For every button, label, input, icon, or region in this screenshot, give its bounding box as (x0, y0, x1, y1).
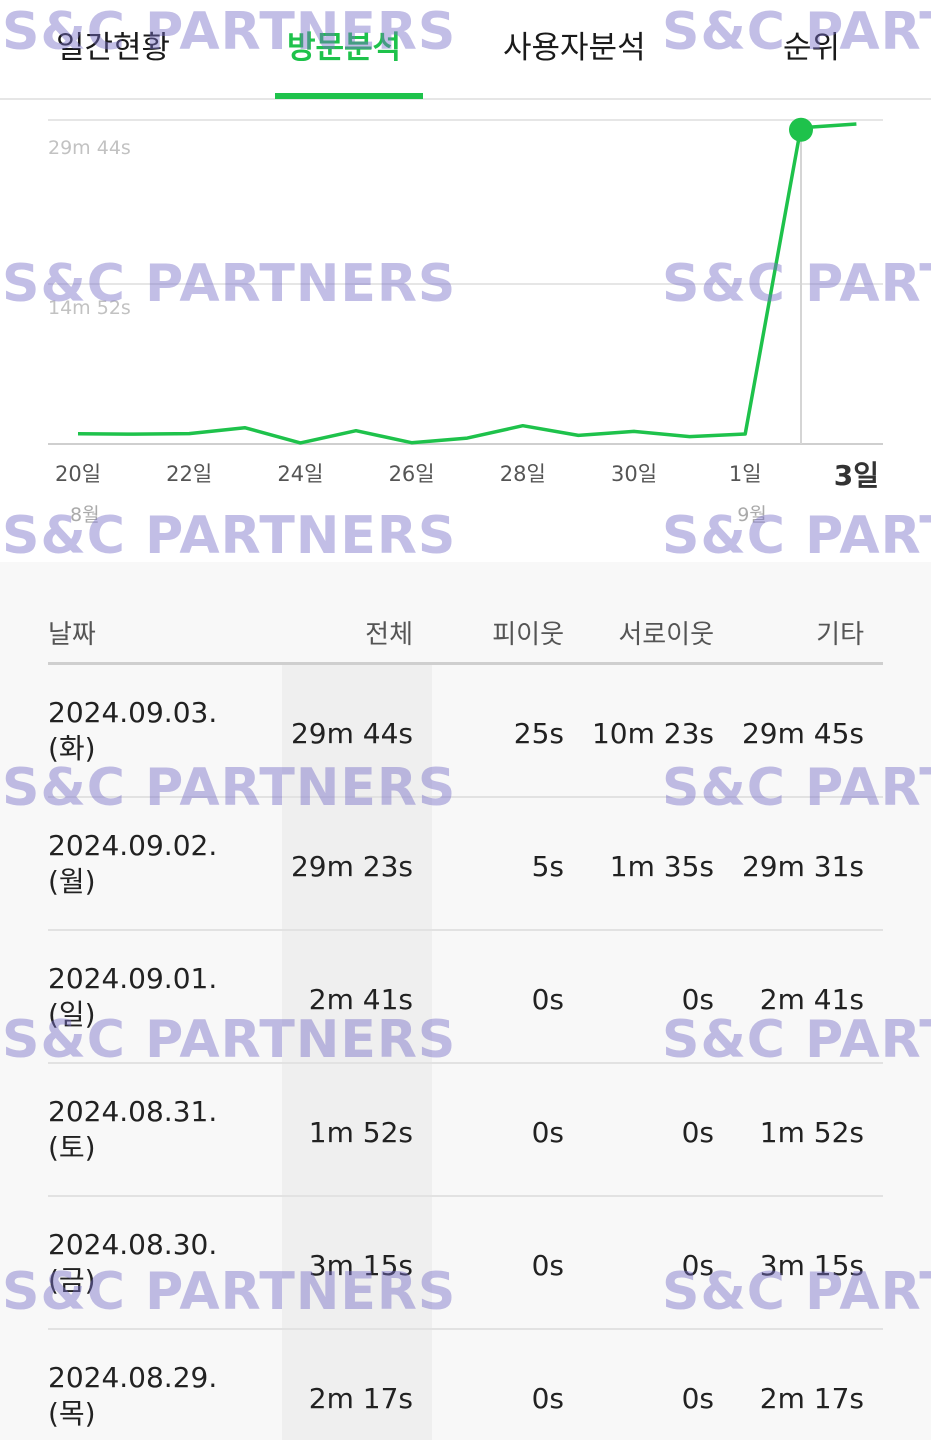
cell-total: 2m 17s (308, 1382, 413, 1415)
cell-total: 1m 52s (308, 1116, 413, 1149)
tab-daily-status[interactable]: 일간현황 (56, 30, 171, 66)
row-divider (48, 1195, 883, 1197)
cell-other: 29m 31s (741, 850, 864, 883)
data-table: 날짜 전체 피이웃 서로이웃 기타 2024.09.03. (화) 29m 44s… (0, 562, 931, 1440)
y-tick-label: 29m 44s (48, 137, 131, 159)
row-divider (48, 796, 883, 798)
cell-mutual: 1m 35s (609, 850, 714, 883)
total-column-highlight (282, 664, 432, 1440)
cell-other: 2m 41s (759, 983, 864, 1016)
table-row: 2024.09.01. (일) 2m 41s 0s 0s 2m 41s (0, 931, 931, 1064)
series-line (77, 122, 857, 445)
month-label: 9월 (737, 504, 767, 526)
tab-ranking[interactable]: 순위 (783, 30, 841, 66)
x-tick-label: 22일 (166, 462, 212, 486)
table-row: 2024.08.31. (토) 1m 52s 0s 0s 1m 52s (0, 1064, 931, 1197)
x-tick-label: 3일 (834, 459, 879, 492)
selected-data-point (789, 117, 813, 142)
row-date: 2024.08.29. (목) (48, 1361, 218, 1430)
tab-visit-analysis[interactable]: 방문분석 (287, 30, 402, 66)
cell-mutual: 0s (681, 983, 714, 1016)
table-row: 2024.08.30. (금) 3m 15s 0s 0s 3m 15s (0, 1197, 931, 1330)
table-row: 2024.08.29. (목) 2m 17s 0s 0s 2m 17s (0, 1330, 931, 1440)
tab-user-analysis[interactable]: 사용자분석 (503, 30, 646, 66)
x-tick-label: 26일 (389, 462, 435, 486)
cell-neighbor: 0s (531, 1382, 564, 1415)
header-divider (48, 662, 883, 665)
cell-mutual: 0s (681, 1116, 714, 1149)
row-date: 2024.08.31. (토) (48, 1095, 218, 1164)
x-tick-label: 20일 (55, 462, 101, 486)
cell-other: 3m 15s (759, 1249, 864, 1282)
cell-neighbor: 0s (531, 1116, 564, 1149)
table-row: 2024.09.02. (월) 29m 23s 5s 1m 35s 29m 31s (0, 798, 931, 931)
tab-bar: 일간현황 방문분석 사용자분석 순위 (0, 0, 931, 100)
header-date: 날짜 (48, 620, 96, 650)
table-row: 2024.09.03. (화) 29m 44s 25s 10m 23s 29m 4… (0, 665, 931, 798)
x-tick-label: 28일 (500, 462, 546, 486)
cell-neighbor: 0s (531, 1249, 564, 1282)
active-tab-indicator (275, 93, 423, 99)
cell-total: 29m 44s (290, 717, 413, 750)
cell-mutual: 0s (681, 1249, 714, 1282)
cell-neighbor: 0s (531, 983, 564, 1016)
cell-total: 2m 41s (308, 983, 413, 1016)
row-divider (48, 929, 883, 931)
header-other: 기타 (816, 620, 864, 650)
cell-neighbor: 5s (531, 850, 564, 883)
cell-total: 3m 15s (308, 1249, 413, 1282)
visit-time-line-chart[interactable]: 29m 44s 14m 52s 20일 22일 24일 26일 28일 30일 1일 3일 8월 9월 (0, 100, 931, 562)
cell-mutual: 0s (681, 1382, 714, 1415)
y-tick-label: 14m 52s (48, 297, 131, 319)
cell-neighbor: 25s (513, 717, 564, 750)
cell-total: 29m 23s (290, 850, 413, 883)
header-mutual-neighbor: 서로이웃 (618, 620, 714, 650)
cell-other: 1m 52s (759, 1116, 864, 1149)
row-date: 2024.08.30. (금) (48, 1228, 218, 1297)
x-tick-label: 30일 (611, 462, 657, 486)
cell-other: 2m 17s (759, 1382, 864, 1415)
header-total: 전체 (365, 620, 413, 650)
x-tick-label: 24일 (277, 462, 323, 486)
row-date: 2024.09.02. (월) (48, 829, 218, 898)
cell-other: 29m 45s (741, 717, 864, 750)
row-date: 2024.09.03. (화) (48, 696, 218, 765)
month-label: 8월 (70, 504, 100, 526)
row-date: 2024.09.01. (일) (48, 962, 218, 1031)
cell-mutual: 10m 23s (591, 717, 714, 750)
x-tick-label: 1일 (729, 462, 762, 486)
row-divider (48, 1062, 883, 1064)
header-neighbor: 피이웃 (492, 620, 564, 650)
row-divider (48, 1328, 883, 1330)
